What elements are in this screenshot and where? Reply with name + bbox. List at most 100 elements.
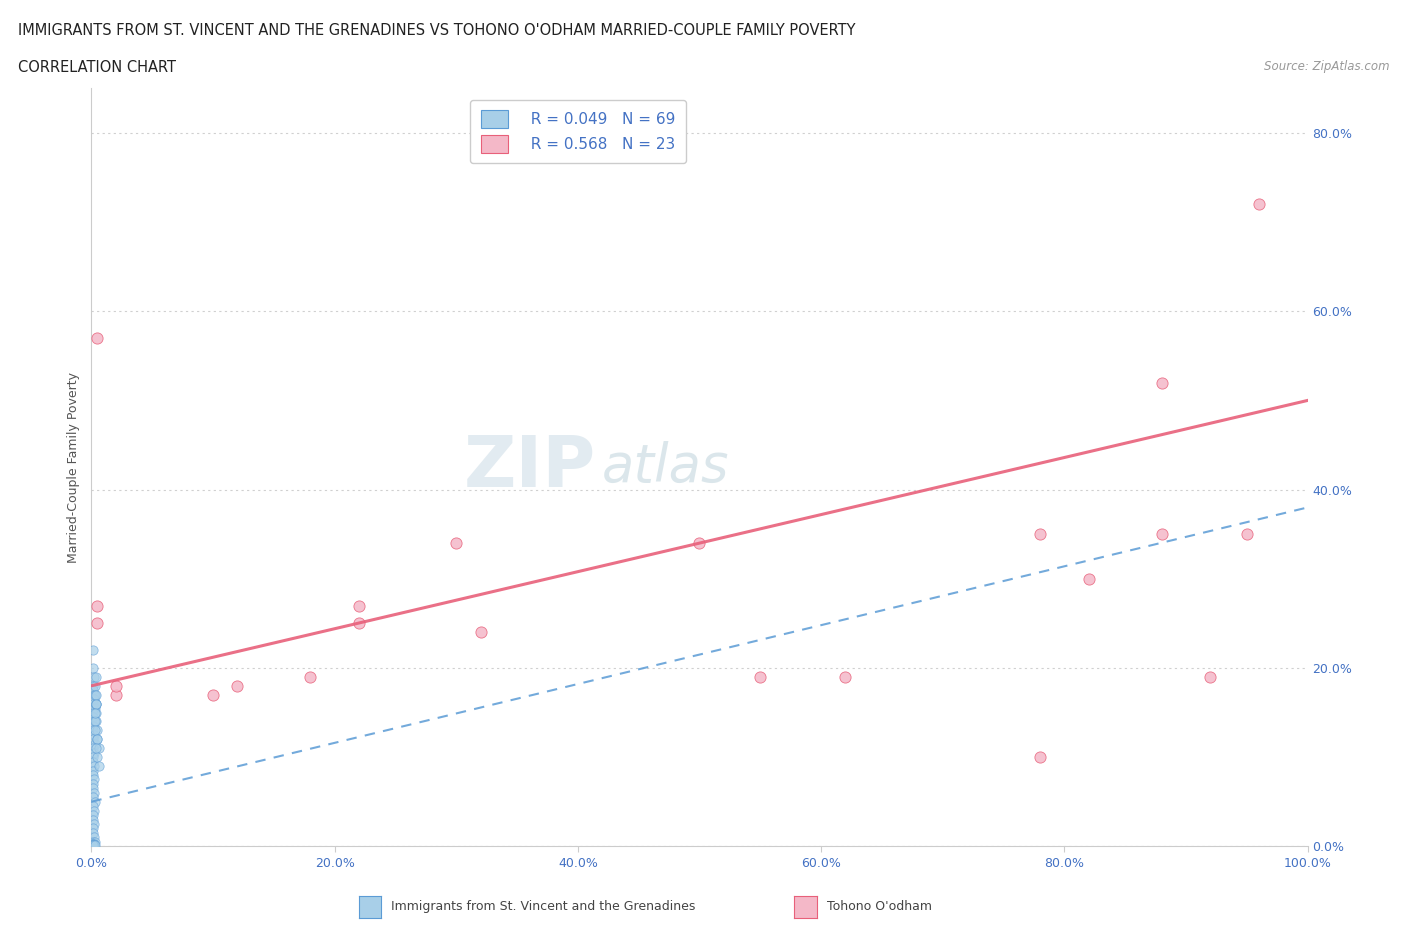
Point bbox=[1029, 526, 1052, 541]
Point bbox=[82, 799, 104, 814]
Point bbox=[84, 700, 107, 715]
Point bbox=[347, 598, 370, 613]
Point bbox=[86, 330, 108, 345]
Point bbox=[82, 781, 104, 796]
Point bbox=[86, 732, 108, 747]
Point bbox=[84, 697, 107, 711]
Point bbox=[83, 714, 105, 729]
Point bbox=[834, 670, 856, 684]
Text: Tohono O'odham: Tohono O'odham bbox=[827, 900, 932, 913]
Point bbox=[87, 741, 110, 756]
Point bbox=[82, 834, 104, 849]
Point bbox=[1199, 670, 1222, 684]
Point bbox=[86, 723, 108, 737]
Point bbox=[749, 670, 772, 684]
Point bbox=[83, 745, 105, 760]
Point bbox=[82, 754, 104, 769]
Point bbox=[84, 838, 107, 853]
Legend:   R = 0.049   N = 69,   R = 0.568   N = 23: R = 0.049 N = 69, R = 0.568 N = 23 bbox=[470, 100, 686, 164]
Text: atlas: atlas bbox=[602, 442, 730, 493]
Text: Source: ZipAtlas.com: Source: ZipAtlas.com bbox=[1264, 60, 1389, 73]
Point bbox=[82, 705, 104, 720]
Point bbox=[202, 687, 225, 702]
Point bbox=[347, 616, 370, 631]
Point bbox=[84, 714, 107, 729]
Point bbox=[82, 838, 104, 853]
Point bbox=[470, 625, 492, 640]
Point bbox=[82, 643, 104, 658]
Point bbox=[84, 697, 107, 711]
Point bbox=[83, 759, 105, 774]
Point bbox=[82, 683, 104, 698]
Text: Immigrants from St. Vincent and the Grenadines: Immigrants from St. Vincent and the Gren… bbox=[391, 900, 695, 913]
Point bbox=[84, 714, 107, 729]
Point bbox=[1150, 375, 1173, 390]
Point bbox=[84, 687, 107, 702]
Point bbox=[82, 812, 104, 827]
Point bbox=[104, 687, 127, 702]
Point bbox=[82, 678, 104, 693]
Point bbox=[82, 838, 104, 853]
Point bbox=[1247, 197, 1270, 212]
Point bbox=[1236, 526, 1258, 541]
Point bbox=[83, 817, 105, 831]
Point bbox=[84, 705, 107, 720]
Point bbox=[1029, 750, 1052, 764]
Point bbox=[86, 598, 108, 613]
Point bbox=[82, 710, 104, 724]
Point bbox=[82, 719, 104, 734]
Point bbox=[83, 836, 105, 851]
Point bbox=[82, 837, 104, 852]
Point bbox=[87, 759, 110, 774]
Point bbox=[83, 804, 105, 818]
Point bbox=[82, 821, 104, 836]
Point bbox=[84, 723, 107, 737]
Point bbox=[83, 838, 105, 853]
Text: IMMIGRANTS FROM ST. VINCENT AND THE GRENADINES VS TOHONO O'ODHAM MARRIED-COUPLE : IMMIGRANTS FROM ST. VINCENT AND THE GREN… bbox=[18, 23, 856, 38]
Point bbox=[688, 536, 710, 551]
Point bbox=[86, 732, 108, 747]
Point bbox=[82, 790, 104, 804]
Point bbox=[82, 836, 104, 851]
Point bbox=[82, 660, 104, 675]
Point bbox=[82, 826, 104, 841]
Point bbox=[83, 670, 105, 684]
Point bbox=[83, 837, 105, 852]
Point bbox=[86, 750, 108, 764]
Point bbox=[82, 767, 104, 782]
Point bbox=[83, 692, 105, 707]
Point bbox=[83, 785, 105, 800]
Point bbox=[444, 536, 467, 551]
Point bbox=[84, 670, 107, 684]
Point bbox=[84, 705, 107, 720]
Point bbox=[84, 697, 107, 711]
Point bbox=[84, 678, 107, 693]
Point bbox=[104, 678, 127, 693]
Point bbox=[82, 777, 104, 791]
Point bbox=[299, 670, 322, 684]
Point bbox=[82, 741, 104, 756]
Point bbox=[84, 741, 107, 756]
Text: CORRELATION CHART: CORRELATION CHART bbox=[18, 60, 176, 75]
Point bbox=[82, 732, 104, 747]
Point bbox=[82, 836, 104, 851]
Point bbox=[82, 697, 104, 711]
Y-axis label: Married-Couple Family Poverty: Married-Couple Family Poverty bbox=[66, 372, 80, 563]
Point bbox=[226, 678, 249, 693]
Text: ZIP: ZIP bbox=[464, 432, 596, 502]
Point bbox=[84, 794, 107, 809]
Point bbox=[83, 687, 105, 702]
Point bbox=[82, 807, 104, 822]
Point bbox=[82, 763, 104, 777]
Point bbox=[82, 837, 104, 852]
Point bbox=[1150, 526, 1173, 541]
Point bbox=[82, 723, 104, 737]
Point bbox=[84, 737, 107, 751]
Point bbox=[86, 616, 108, 631]
Point bbox=[84, 687, 107, 702]
Point bbox=[84, 834, 107, 849]
Point bbox=[83, 727, 105, 742]
Point bbox=[83, 830, 105, 844]
Point bbox=[83, 772, 105, 787]
Point bbox=[82, 750, 104, 764]
